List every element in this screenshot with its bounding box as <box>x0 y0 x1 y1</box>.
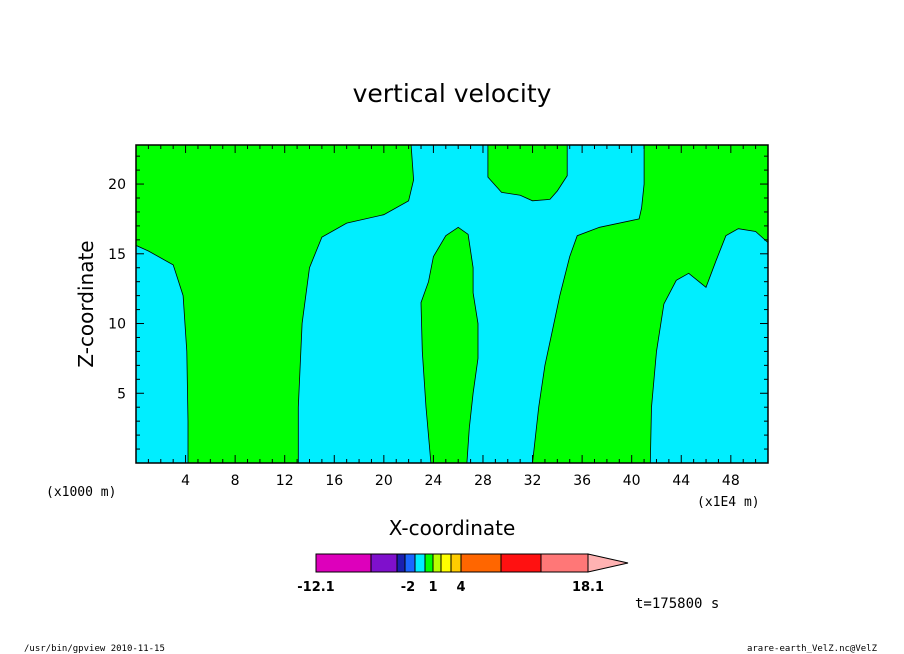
colorbar-label: 4 <box>456 580 465 595</box>
x-tick-label: 40 <box>623 473 641 489</box>
field-positive-left <box>136 145 415 463</box>
colorbar-segment <box>370 553 398 573</box>
y-tick-label: 15 <box>108 247 126 263</box>
y-tick-label: 5 <box>117 386 126 402</box>
x-tick-label: 20 <box>375 473 393 489</box>
y-tick-label: 20 <box>108 177 126 193</box>
x-tick-label: 16 <box>325 473 343 489</box>
footer-left: /usr/bin/gpview 2010-11-15 <box>24 644 165 654</box>
colorbar <box>315 553 629 573</box>
colorbar-segment <box>404 553 416 573</box>
colorbar-segment <box>432 553 442 573</box>
colorbar-label: 18.1 <box>572 580 604 595</box>
colorbar-segment <box>500 553 542 573</box>
field-positive-top <box>487 145 568 202</box>
x-tick-labels: 4 8 12 16 20 24 28 32 36 40 44 48 <box>181 473 740 489</box>
colorbar-segment <box>315 553 372 573</box>
colorbar-label: -2 <box>401 580 415 595</box>
colorbar-arrow <box>587 553 629 573</box>
chart-title: vertical velocity <box>353 79 552 108</box>
x-tick-label: 8 <box>231 473 240 489</box>
colorbar-segment <box>540 553 589 573</box>
colorbar-segment <box>440 553 452 573</box>
colorbar-label: -12.1 <box>297 580 334 595</box>
x-tick-label: 44 <box>672 473 690 489</box>
colorbar-segment <box>414 553 426 573</box>
x-tick-label: 24 <box>424 473 442 489</box>
colorbar-label: 1 <box>428 580 437 595</box>
time-label: t=175800 s <box>635 596 719 612</box>
velocity-contour-fields <box>136 145 768 463</box>
x-tick-label: 36 <box>573 473 591 489</box>
field-positive-middle <box>420 226 479 463</box>
plot-frame <box>135 144 769 464</box>
y-tick-label: 10 <box>108 317 126 333</box>
colorbar-segment <box>396 553 406 573</box>
x-unit-right: (x1E4 m) <box>697 495 760 510</box>
y-tick-labels: 5 10 15 20 <box>108 177 126 402</box>
y-axis-label: Z-coordinate <box>74 240 98 367</box>
colorbar-segment <box>450 553 462 573</box>
x-tick-label: 32 <box>524 473 542 489</box>
x-axis-label: X-coordinate <box>389 516 516 540</box>
x-tick-label: 48 <box>722 473 740 489</box>
field-positive-right <box>532 145 768 463</box>
colorbar-labels: -12.1 -2 1 4 18.1 <box>297 580 604 595</box>
colorbar-segment <box>460 553 502 573</box>
x-tick-label: 28 <box>474 473 492 489</box>
footer-right: arare-earth_VelZ.nc@VelZ <box>747 644 878 654</box>
x-tick-label: 12 <box>276 473 294 489</box>
x-tick-label: 4 <box>181 473 190 489</box>
colorbar-segment <box>424 553 434 573</box>
plot-area <box>135 144 769 464</box>
x-unit-left: (x1000 m) <box>46 485 116 500</box>
